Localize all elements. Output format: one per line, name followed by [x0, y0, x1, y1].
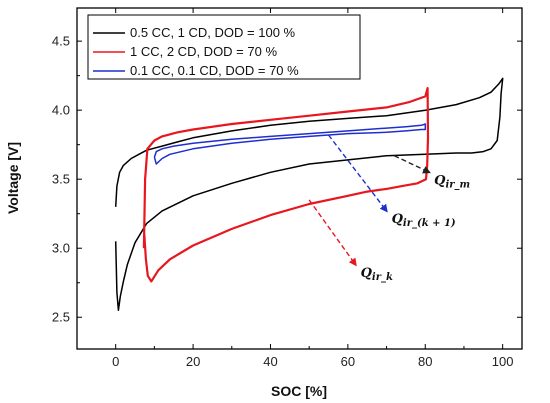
- y-tick-label-4: 4.5: [52, 34, 70, 49]
- annotation-arrow-0: [394, 155, 431, 174]
- legend: 0.5 CC, 1 CD, DOD = 100 % 1 CC, 2 CD, DO…: [87, 14, 361, 80]
- x-axis-title: SOC [%]: [271, 383, 327, 399]
- x-tick-label-3: 60: [341, 354, 355, 369]
- series-line-2: [153, 123, 427, 165]
- x-tick-label-2: 40: [263, 354, 277, 369]
- y-tick-label-1: 3.0: [52, 241, 70, 256]
- annotation-arrow-2: [308, 199, 357, 267]
- legend-label-1: 1 CC, 2 CD, DOD = 70 %: [130, 44, 277, 59]
- ticks-layer: 0 20 40 60 80 100 2.5 3.0 3.5 4.0 4.5: [52, 8, 522, 369]
- y-tick-label-0: 2.5: [52, 310, 70, 325]
- legend-label-0: 0.5 CC, 1 CD, DOD = 100 %: [130, 25, 296, 40]
- x-tick-label-4: 80: [418, 354, 432, 369]
- y-axis-title: Voltage [V]: [5, 142, 21, 214]
- y-tick-label-3: 4.0: [52, 103, 70, 118]
- x-tick-label-5: 100: [492, 354, 514, 369]
- x-tick-label-1: 20: [186, 354, 200, 369]
- y-tick-label-2: 3.5: [52, 172, 70, 187]
- legend-box: [87, 14, 361, 80]
- series-line-0: [114, 77, 504, 312]
- x-tick-label-0: 0: [112, 354, 119, 369]
- legend-label-2: 0.1 CC, 0.1 CD, DOD = 70 %: [130, 63, 299, 78]
